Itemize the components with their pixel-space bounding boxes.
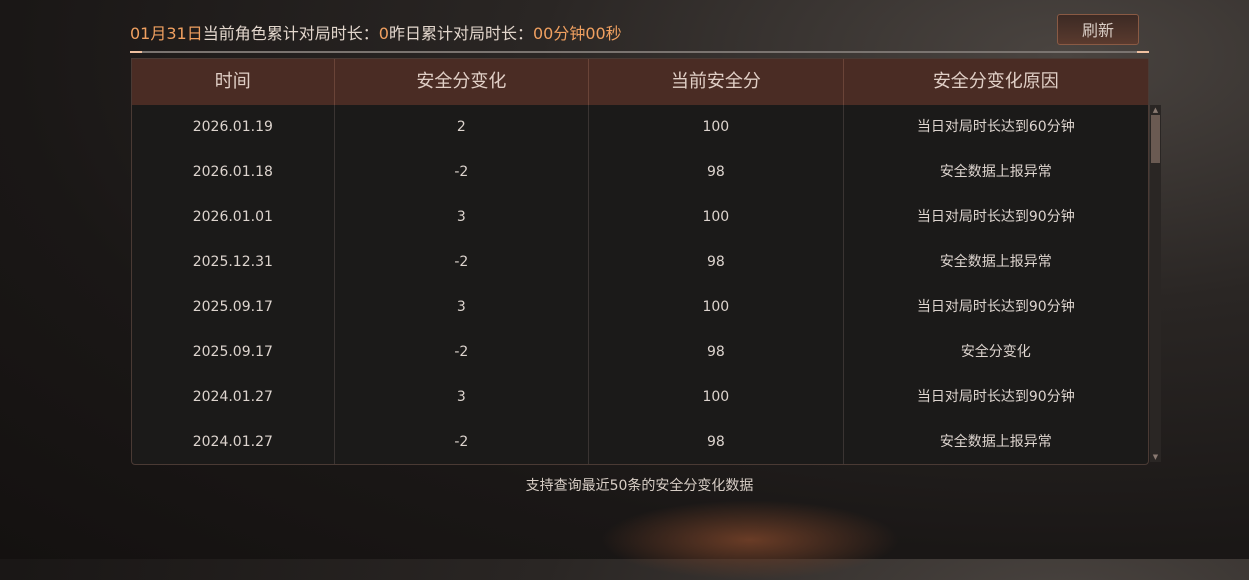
- scrollbar[interactable]: ▲ ▼: [1150, 105, 1161, 462]
- divider: [130, 51, 1149, 53]
- table-row: 2024.01.27 -2 98 安全数据上报异常: [132, 420, 1148, 464]
- cell-change: 3: [335, 285, 590, 330]
- column-header-change: 安全分变化: [335, 59, 590, 105]
- cell-change: 2: [335, 105, 590, 150]
- cell-score: 98: [589, 420, 844, 464]
- cell-time: 2026.01.18: [132, 150, 335, 195]
- cell-reason: 当日对局时长达到90分钟: [916, 299, 1075, 315]
- cell-reason: 当日对局时长达到90分钟: [916, 209, 1075, 225]
- cell-time: 2026.01.19: [132, 105, 335, 150]
- column-header-time: 时间: [132, 59, 335, 105]
- table-row: 2025.09.17 3 100 当日对局时长达到90分钟: [132, 285, 1148, 330]
- refresh-button[interactable]: 刷新: [1057, 14, 1139, 45]
- cell-score: 100: [589, 195, 844, 240]
- column-header-reason: 安全分变化原因: [932, 71, 1059, 92]
- footer-note: 支持查询最近50条的安全分变化数据: [525, 478, 754, 494]
- cell-score: 98: [589, 150, 844, 195]
- cell-reason: 安全数据上报异常: [939, 164, 1052, 180]
- table-row: 2026.01.18 -2 98 安全数据上报异常: [132, 150, 1148, 195]
- cell-time: 2025.12.31: [132, 240, 335, 285]
- total-playtime-value: 0: [378, 24, 389, 43]
- table-row: 2026.01.01 3 100 当日对局时长达到90分钟: [132, 195, 1148, 240]
- table-row: 2026.01.19 2 100 当日对局时长达到60分钟: [132, 105, 1148, 150]
- scroll-up-icon[interactable]: ▲: [1152, 106, 1159, 114]
- cell-change: -2: [335, 330, 590, 375]
- table-row: 2025.09.17 -2 98 安全分变化: [132, 330, 1148, 375]
- cell-time: 2025.09.17: [132, 330, 335, 375]
- cell-reason: 安全数据上报异常: [939, 434, 1052, 450]
- security-score-table: 时间 安全分变化 当前安全分 安全分变化原因 2026.01.19 2 100 当日对…: [131, 58, 1149, 465]
- table-row: 2024.01.27 3 100 当日对局时长达到90分钟: [132, 375, 1148, 420]
- yesterday-playtime-label: 昨日累计对局时长：: [388, 24, 533, 43]
- scroll-down-icon[interactable]: ▼: [1152, 453, 1159, 461]
- cell-change: 3: [335, 375, 590, 420]
- total-playtime-label: 当前角色累计对局时长：: [202, 24, 379, 43]
- cell-score: 100: [589, 285, 844, 330]
- column-header-score: 当前安全分: [589, 59, 844, 105]
- cell-time: 2025.09.17: [132, 285, 335, 330]
- cell-reason: 当日对局时长达到90分钟: [916, 389, 1075, 405]
- cell-change: 3: [335, 195, 590, 240]
- playtime-summary: 01月31日当前角色累计对局时长：0昨日累计对局时长：00分钟00秒: [130, 20, 622, 44]
- cell-score: 98: [589, 330, 844, 375]
- cell-score: 100: [589, 375, 844, 420]
- cell-change: -2: [335, 420, 590, 464]
- scrollbar-thumb[interactable]: [1151, 115, 1160, 163]
- cell-time: 2026.01.01: [132, 195, 335, 240]
- cell-time: 2024.01.27: [132, 375, 335, 420]
- cell-reason: 安全数据上报异常: [939, 254, 1052, 270]
- table-row: 2025.12.31 -2 98 安全数据上报异常: [132, 240, 1148, 285]
- cell-reason: 安全分变化: [960, 344, 1031, 360]
- date: 01月31日: [130, 24, 203, 43]
- cell-score: 98: [589, 240, 844, 285]
- cell-time: 2024.01.27: [132, 420, 335, 464]
- background-glow: [600, 500, 900, 580]
- cell-change: -2: [335, 240, 590, 285]
- table-header: 时间 安全分变化 当前安全分 安全分变化原因: [132, 59, 1148, 105]
- cell-change: -2: [335, 150, 590, 195]
- cell-score: 100: [589, 105, 844, 150]
- yesterday-playtime-value: 00分钟00秒: [532, 24, 622, 43]
- cell-reason: 当日对局时长达到60分钟: [916, 119, 1075, 135]
